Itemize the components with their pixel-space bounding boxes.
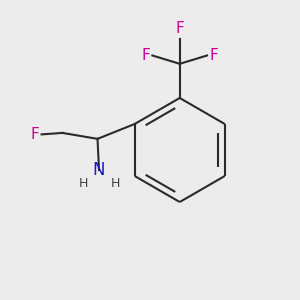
Text: H: H [78,177,88,190]
Text: H: H [110,177,120,190]
Text: F: F [141,48,150,63]
Text: F: F [31,127,39,142]
Text: F: F [175,21,184,36]
Text: F: F [209,48,218,63]
Text: N: N [93,161,105,179]
